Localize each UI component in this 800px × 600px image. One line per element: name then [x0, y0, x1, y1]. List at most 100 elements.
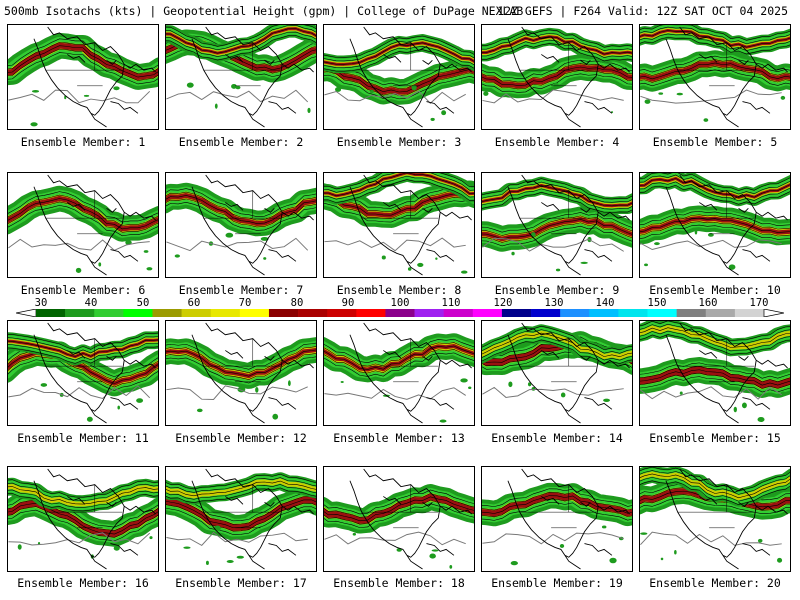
height-contour [8, 532, 151, 546]
height-contour [8, 201, 158, 233]
isotach-blob [40, 383, 48, 387]
height-contour [8, 502, 158, 535]
height-contour [8, 493, 158, 512]
ensemble-member-panel [639, 466, 791, 572]
height-contour [482, 329, 632, 354]
header-title: 500mb Isotachs (kts) | Geopotential Heig… [4, 4, 524, 18]
coastline [191, 26, 314, 128]
height-contour [640, 214, 790, 230]
isotach-blob [226, 560, 234, 563]
height-contour [640, 531, 782, 546]
isotach-blob [287, 380, 291, 387]
height-contour [8, 356, 158, 388]
colorbar-tick-label: 50 [136, 297, 150, 309]
colorbar-tick-label: 150 [647, 297, 667, 309]
height-contour [324, 345, 474, 370]
isotach-map [324, 322, 474, 424]
height-contour [324, 67, 474, 93]
height-contour [482, 89, 624, 104]
political-border [361, 42, 439, 87]
ensemble-member-panel [7, 320, 159, 426]
height-contour [8, 48, 158, 81]
map-header: 500mb Isotachs (kts) | Geopotential Heig… [4, 3, 796, 19]
height-contour [166, 31, 316, 57]
colorbar-tick-label: 130 [544, 297, 564, 309]
isotach-map [8, 26, 158, 128]
colorbar-segment [676, 309, 707, 317]
coastline [507, 174, 630, 276]
isotach-map [482, 322, 632, 424]
colorbar-segment [356, 309, 386, 317]
ensemble-member-panel [7, 172, 159, 278]
height-contour [324, 35, 474, 58]
height-contour [324, 173, 474, 197]
height-contour [482, 339, 632, 364]
height-contour [482, 178, 632, 200]
isotach-blob [30, 122, 38, 127]
height-contour [166, 25, 316, 47]
ensemble-member-panel [481, 320, 633, 426]
ensemble-member-panel [639, 24, 791, 130]
isotach-map [324, 468, 474, 570]
political-border [361, 484, 439, 529]
height-contour [640, 37, 790, 55]
height-contour [166, 346, 316, 374]
political-border [45, 338, 123, 383]
isotach-blob [435, 257, 438, 260]
height-contour [324, 64, 474, 89]
ensemble-member-panel [323, 320, 475, 426]
colorbar-tick-label: 90 [341, 297, 355, 309]
isotach-blob [196, 408, 203, 413]
height-contour [482, 29, 632, 48]
height-contour [324, 387, 466, 400]
height-contour [640, 224, 790, 240]
height-contour [8, 45, 158, 78]
height-contour [482, 491, 632, 511]
isotach-blob [757, 538, 763, 543]
isotach-blob [703, 118, 709, 122]
colorbar-segment [589, 309, 619, 317]
isotach-map [324, 173, 474, 276]
height-contour [482, 212, 632, 233]
height-contour [166, 506, 316, 535]
colorbar-tick-label: 100 [390, 297, 410, 309]
ensemble-member-label: Ensemble Member: 6 [20, 283, 146, 297]
ensemble-member-panel [323, 466, 475, 572]
ensemble-member-label: Ensemble Member: 15 [649, 431, 781, 445]
colorbar-segment [560, 309, 590, 317]
ensemble-member-label: Ensemble Member: 1 [20, 135, 146, 149]
colorbar-segment [298, 309, 328, 317]
isotach-blob [381, 255, 386, 260]
height-contour [8, 332, 158, 351]
height-contour [8, 359, 158, 391]
isotach-blob [555, 268, 561, 272]
isotach-blob [235, 85, 241, 90]
height-contour [482, 32, 632, 52]
isotach-blob [231, 83, 237, 89]
colorbar-segment [123, 309, 153, 317]
height-contour [640, 470, 790, 495]
height-contour [8, 506, 158, 538]
height-contour [640, 362, 790, 379]
coastline [665, 26, 788, 128]
isotach-map [8, 468, 158, 570]
height-contour [8, 385, 151, 400]
height-contour [640, 178, 790, 198]
isotach-blob [183, 546, 191, 549]
colorbar-segment [385, 309, 415, 317]
colorbar-tick-label: 120 [493, 297, 513, 309]
isotach-map [640, 173, 790, 276]
height-contour [482, 36, 632, 55]
colorbar-segment [239, 309, 270, 317]
colorbar-segment [327, 309, 357, 317]
colorbar-min-arrow [16, 309, 37, 317]
isotach-blob [601, 525, 607, 529]
height-contour [166, 237, 309, 252]
isotach-blob [777, 557, 783, 563]
height-contour [166, 28, 316, 54]
isotach-blob [733, 406, 737, 413]
political-border [361, 190, 439, 235]
height-contour [324, 489, 474, 515]
ensemble-member-label: Ensemble Member: 10 [649, 283, 781, 297]
isotach-map [324, 26, 474, 128]
